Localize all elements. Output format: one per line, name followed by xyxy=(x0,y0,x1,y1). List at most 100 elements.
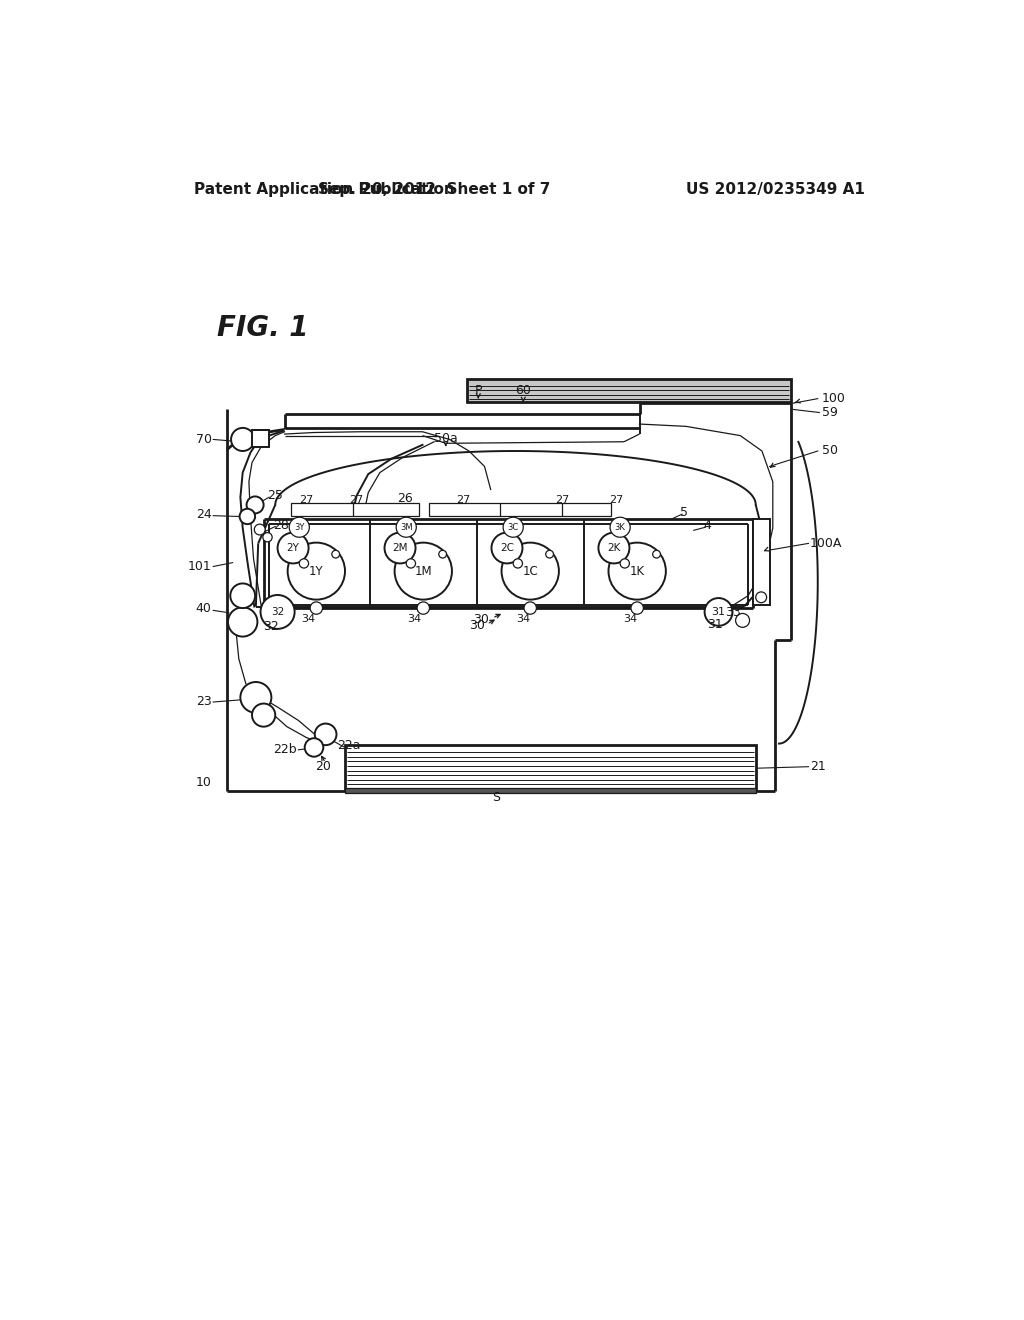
Circle shape xyxy=(621,558,630,568)
Text: 2Y: 2Y xyxy=(287,543,299,553)
Text: P: P xyxy=(474,384,482,397)
Bar xyxy=(252,430,269,447)
Text: 27: 27 xyxy=(299,495,313,506)
Circle shape xyxy=(263,532,272,543)
Circle shape xyxy=(652,550,660,558)
Text: 32: 32 xyxy=(271,607,285,616)
Text: 101: 101 xyxy=(188,560,212,573)
Circle shape xyxy=(396,517,417,537)
Circle shape xyxy=(314,723,337,744)
Text: 31: 31 xyxy=(708,618,723,631)
Text: 34: 34 xyxy=(301,614,314,624)
Circle shape xyxy=(546,550,554,558)
Text: 3Y: 3Y xyxy=(294,523,304,532)
Circle shape xyxy=(503,517,523,537)
Circle shape xyxy=(407,558,416,568)
Circle shape xyxy=(705,598,732,626)
Text: Sep. 20, 2012  Sheet 1 of 7: Sep. 20, 2012 Sheet 1 of 7 xyxy=(317,182,550,197)
Circle shape xyxy=(524,602,537,614)
Text: 27: 27 xyxy=(456,495,470,506)
Circle shape xyxy=(608,543,666,599)
Text: 34: 34 xyxy=(408,614,422,624)
Circle shape xyxy=(231,428,254,451)
Circle shape xyxy=(492,532,522,564)
Text: 2K: 2K xyxy=(607,543,621,553)
Text: 3C: 3C xyxy=(508,523,519,532)
Circle shape xyxy=(247,496,263,513)
Text: 25: 25 xyxy=(267,490,284,502)
Circle shape xyxy=(288,543,345,599)
Bar xyxy=(753,519,770,605)
Text: 33: 33 xyxy=(725,606,740,619)
Circle shape xyxy=(241,682,271,713)
Circle shape xyxy=(394,543,452,599)
Text: 27: 27 xyxy=(349,495,364,506)
Text: 4: 4 xyxy=(703,519,712,532)
Text: 32: 32 xyxy=(263,620,280,634)
Text: 2C: 2C xyxy=(500,543,514,553)
Circle shape xyxy=(332,550,340,558)
Text: 3K: 3K xyxy=(614,523,626,532)
Text: 27: 27 xyxy=(609,495,624,506)
Circle shape xyxy=(756,591,767,603)
Text: 22a: 22a xyxy=(337,739,360,751)
Text: 1M: 1M xyxy=(415,565,432,578)
Text: 59: 59 xyxy=(821,407,838,418)
Circle shape xyxy=(305,738,324,756)
Circle shape xyxy=(289,517,309,537)
Text: US 2012/0235349 A1: US 2012/0235349 A1 xyxy=(686,182,865,197)
Circle shape xyxy=(438,550,446,558)
Text: 23: 23 xyxy=(196,694,212,708)
Text: 100A: 100A xyxy=(810,537,843,550)
Circle shape xyxy=(278,532,308,564)
Circle shape xyxy=(254,524,265,535)
Text: 1C: 1C xyxy=(522,565,538,578)
Text: 40: 40 xyxy=(196,602,212,615)
Text: 1Y: 1Y xyxy=(309,565,324,578)
Text: 50a: 50a xyxy=(434,432,458,445)
Bar xyxy=(345,788,756,793)
Circle shape xyxy=(735,614,750,627)
Circle shape xyxy=(228,607,257,636)
Bar xyxy=(467,379,791,403)
Circle shape xyxy=(240,508,255,524)
Circle shape xyxy=(417,602,429,614)
Circle shape xyxy=(513,558,522,568)
Text: 1K: 1K xyxy=(630,565,645,578)
Text: FIG. 1: FIG. 1 xyxy=(217,314,308,342)
Circle shape xyxy=(230,583,255,609)
Text: 100: 100 xyxy=(821,392,846,405)
Text: 22b: 22b xyxy=(273,743,297,756)
Text: 24: 24 xyxy=(196,508,212,520)
Circle shape xyxy=(260,595,295,628)
Text: 34: 34 xyxy=(516,614,530,624)
Circle shape xyxy=(299,558,308,568)
Text: 28: 28 xyxy=(273,519,290,532)
Bar xyxy=(291,503,419,516)
Bar xyxy=(429,503,611,516)
Circle shape xyxy=(502,543,559,599)
Text: 2M: 2M xyxy=(392,543,408,553)
Text: S: S xyxy=(493,791,500,804)
Text: 3M: 3M xyxy=(400,523,413,532)
Text: 34: 34 xyxy=(624,614,637,624)
Text: 5: 5 xyxy=(681,506,688,519)
Text: 70: 70 xyxy=(196,433,212,446)
Text: Patent Application Publication: Patent Application Publication xyxy=(194,182,455,197)
Circle shape xyxy=(598,532,630,564)
Circle shape xyxy=(610,517,630,537)
Text: 27: 27 xyxy=(555,495,569,506)
Bar xyxy=(345,744,756,789)
Circle shape xyxy=(252,704,275,726)
Text: 26: 26 xyxy=(397,492,414,506)
Text: 31: 31 xyxy=(712,607,726,616)
Text: 50: 50 xyxy=(821,445,838,458)
Circle shape xyxy=(385,532,416,564)
Text: 60: 60 xyxy=(515,384,531,397)
Text: 20: 20 xyxy=(315,760,331,774)
Circle shape xyxy=(310,602,323,614)
Text: 21: 21 xyxy=(810,760,825,774)
Text: 30: 30 xyxy=(473,612,488,626)
Circle shape xyxy=(631,602,643,614)
Text: 30: 30 xyxy=(469,619,484,631)
